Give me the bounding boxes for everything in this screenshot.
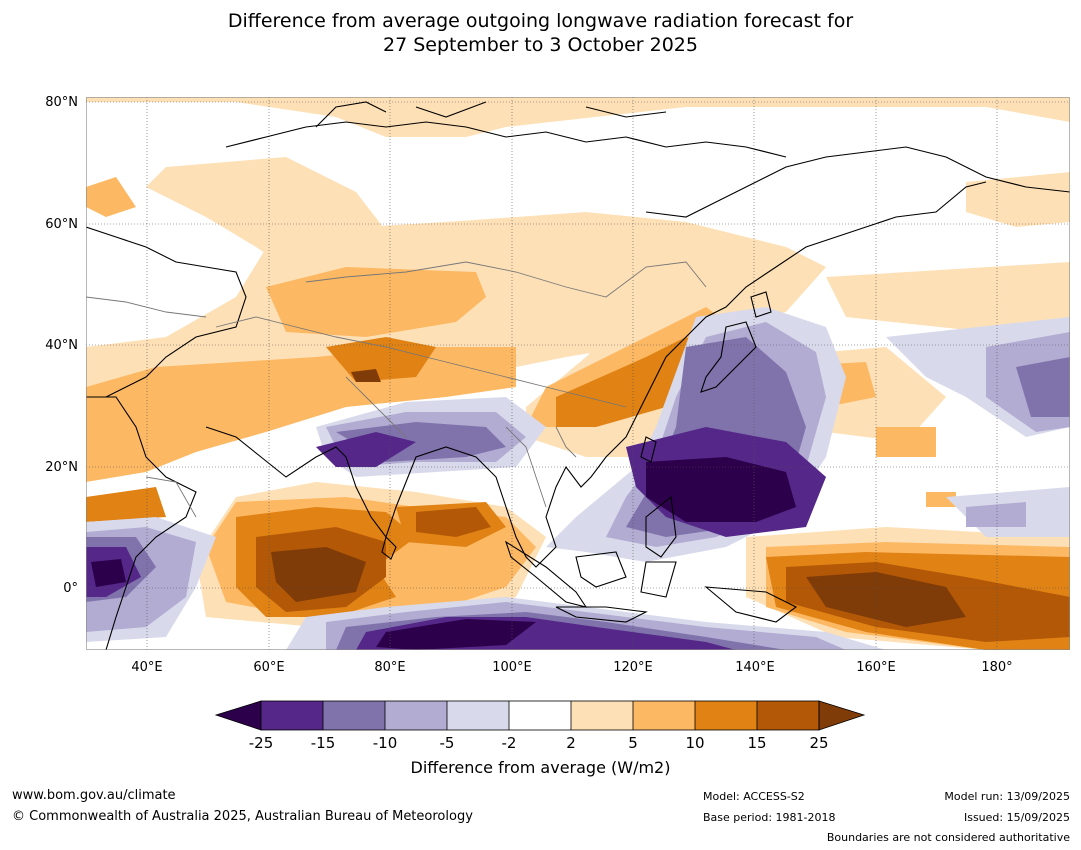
colorbar-bin-3: [385, 701, 447, 730]
title-line-1: Difference from average outgoing longwav…: [227, 10, 854, 32]
map-title: Difference from average outgoing longwav…: [0, 9, 1081, 57]
lat-label-60n: 60°N: [45, 217, 78, 232]
graticule: [86, 97, 1070, 650]
lat-label-0: 0°: [63, 581, 78, 596]
coastlines: [86, 101, 1070, 650]
disclaimer-text: Boundaries are not considered authoritat…: [826, 831, 1070, 844]
colorbar-bin-8: [695, 701, 757, 730]
lon-label-160e: 160°E: [856, 660, 896, 675]
colorbar-bin-6: [571, 701, 633, 730]
base-period-text: Base period: 1981-2018: [703, 811, 836, 824]
colorbar-tick-1: -25: [248, 734, 274, 752]
colorbar-tick-9: 15: [747, 734, 767, 752]
colorbar-above-triangle: [818, 700, 866, 731]
website-link[interactable]: www.bom.gov.au/climate: [12, 788, 176, 803]
lon-label-80e: 80°E: [374, 660, 406, 675]
copyright-text: © Commonwealth of Australia 2025, Austra…: [12, 809, 473, 824]
title-line-2: 27 September to 3 October 2025: [383, 34, 698, 56]
island-outlines: [381, 291, 798, 623]
colorbar-bin-4: [447, 701, 509, 730]
colorbar-below-triangle: [214, 700, 262, 731]
model-run-text: Model run: 13/09/2025: [944, 790, 1070, 803]
lon-label-100e: 100°E: [492, 660, 532, 675]
lon-label-140e: 140°E: [735, 660, 775, 675]
colorbar-tick-5: -2: [501, 734, 517, 752]
colorbar-title: Difference from average (W/m2): [410, 758, 671, 777]
colorbar-tick-6: 2: [566, 734, 576, 752]
colorbar-bin-5: [509, 701, 571, 730]
colorbar-tick-4: -5: [439, 734, 455, 752]
lat-label-80n: 80°N: [45, 95, 78, 110]
lon-label-120e: 120°E: [613, 660, 653, 675]
lon-label-60e: 60°E: [253, 660, 285, 675]
anomaly-below-minus-25: [91, 457, 796, 650]
colorbar-tick-8: 10: [685, 734, 705, 752]
colorbar: [214, 700, 866, 731]
colorbar-tick-10: 25: [809, 734, 829, 752]
lat-label-20n: 20°N: [45, 460, 78, 475]
colorbar-bin-2: [323, 701, 385, 730]
colorbar-tick-7: 5: [628, 734, 638, 752]
olr-anomaly-map: [86, 97, 1070, 650]
lon-label-180: 180°: [981, 660, 1013, 675]
colorbar-tick-2: -15: [310, 734, 336, 752]
colorbar-bin-1: [261, 701, 323, 730]
lat-label-40n: 40°N: [45, 338, 78, 353]
colorbar-bin-9: [757, 701, 819, 730]
map-canvas: [86, 97, 1070, 650]
model-text: Model: ACCESS-S2: [703, 790, 805, 803]
country-borders: [86, 261, 707, 518]
anomaly-above-25: [271, 369, 966, 627]
colorbar-bin-7: [633, 701, 695, 730]
issued-text: Issued: 15/09/2025: [963, 811, 1070, 824]
colorbar-tick-3: -10: [372, 734, 398, 752]
lon-label-40e: 40°E: [131, 660, 163, 675]
